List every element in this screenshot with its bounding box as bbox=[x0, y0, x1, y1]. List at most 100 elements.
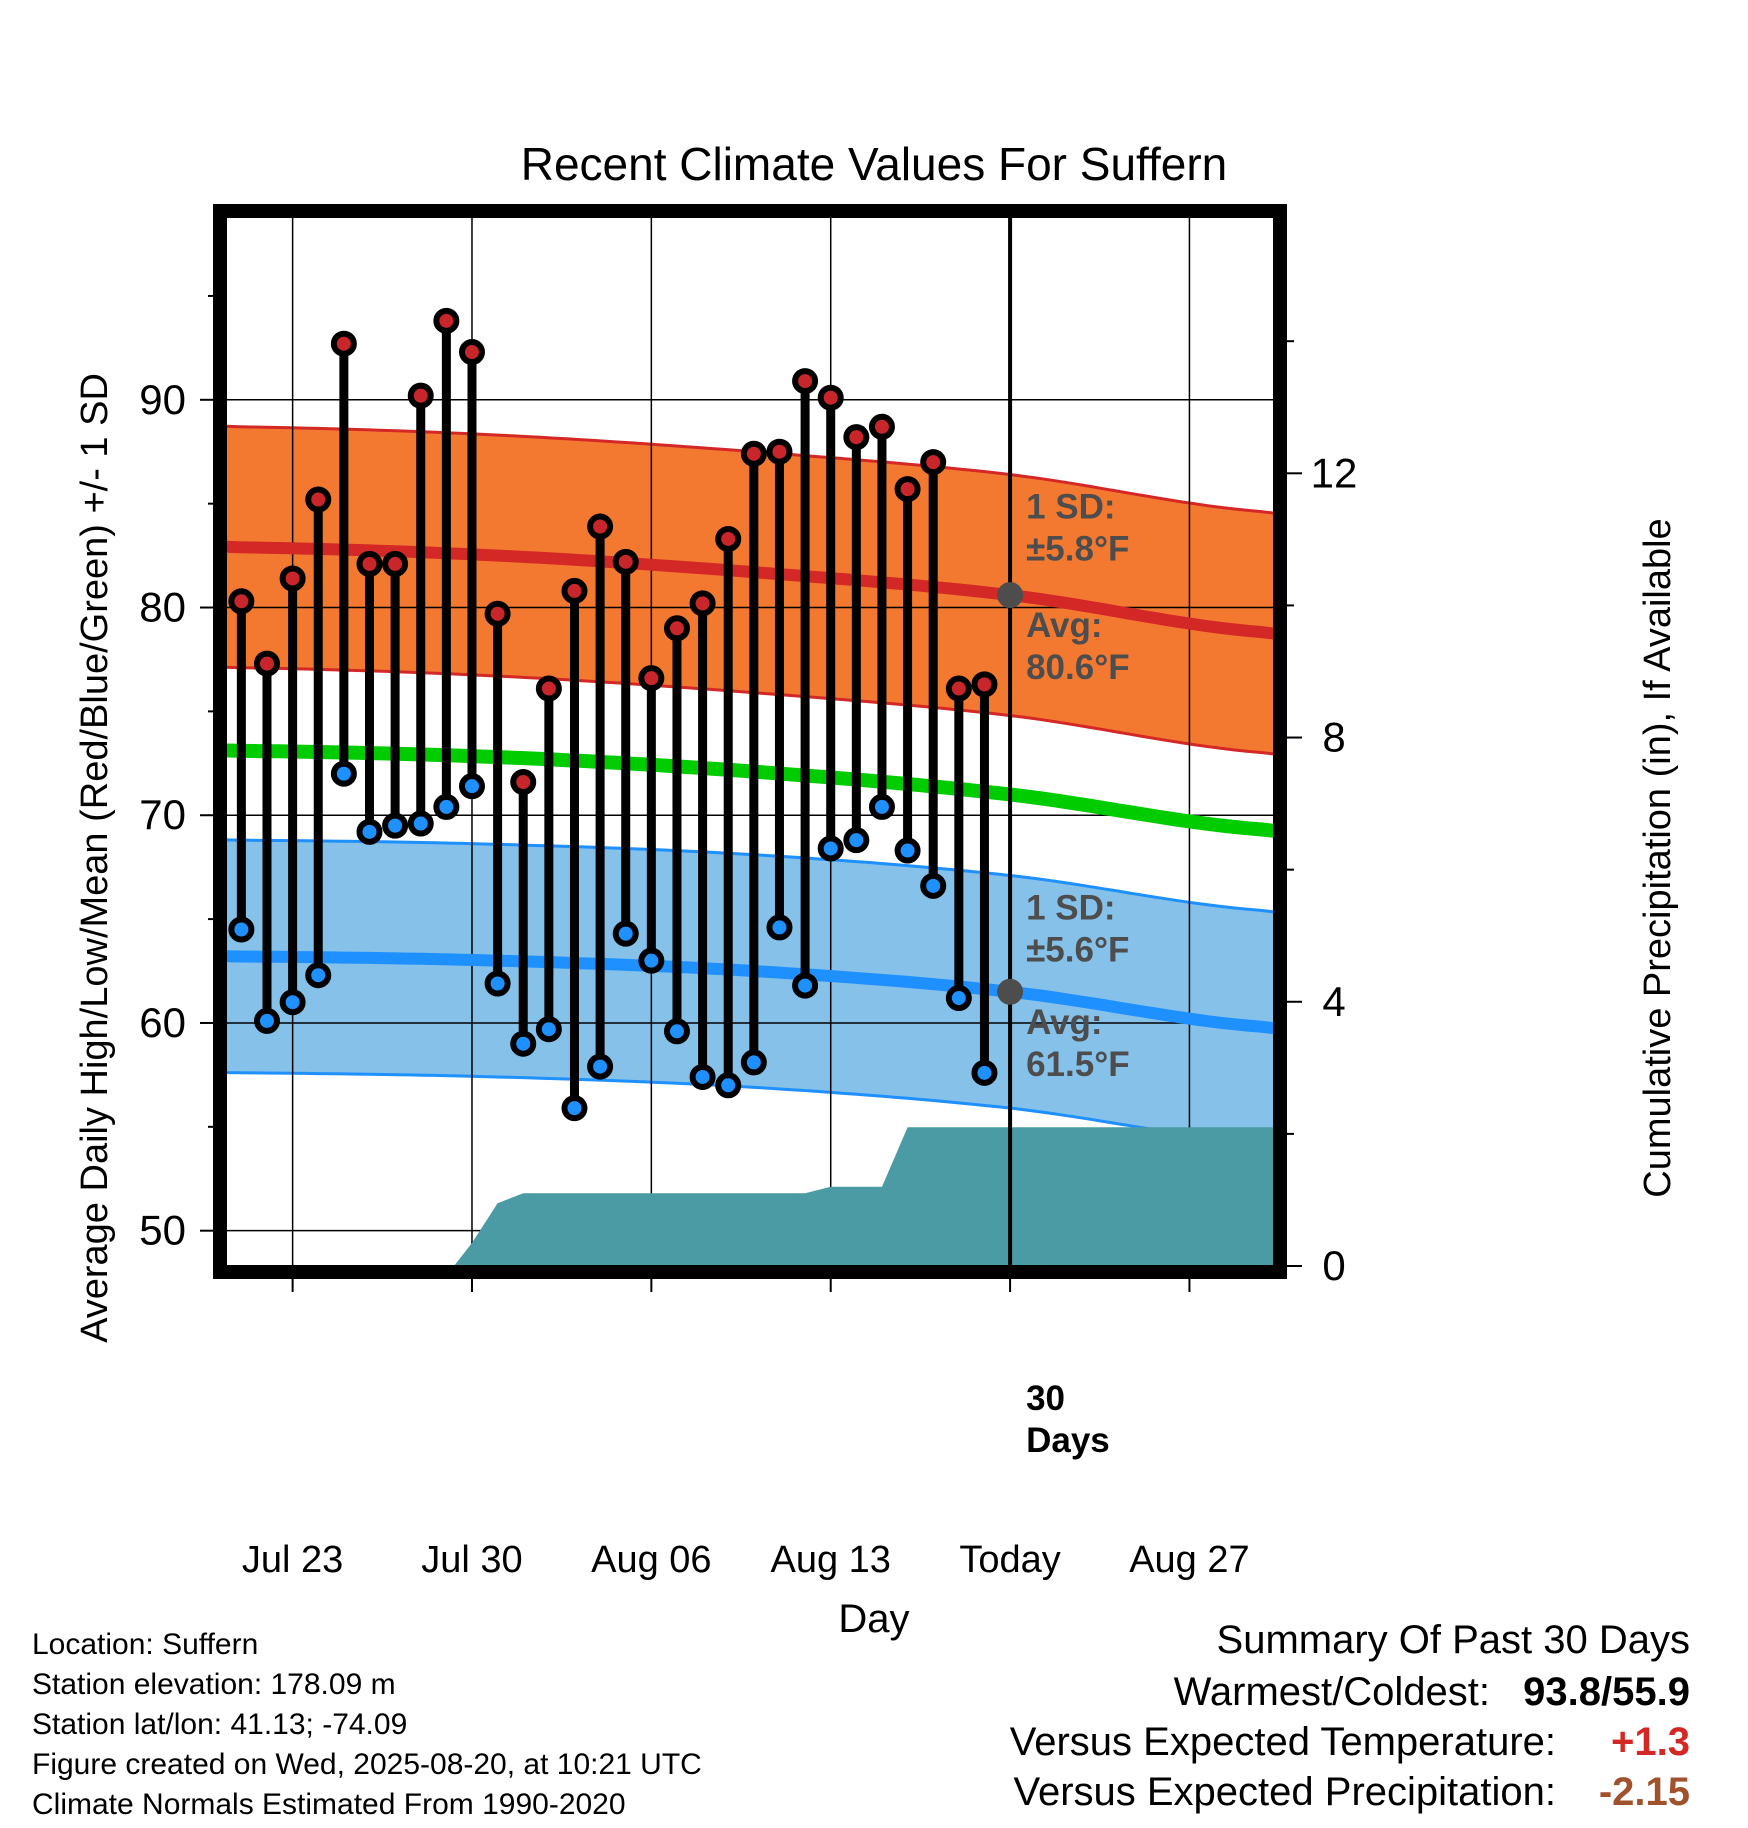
y-tick-label: 80 bbox=[139, 584, 186, 631]
high-sd-value: ±5.8°F bbox=[1026, 530, 1129, 569]
daily-low-point bbox=[817, 835, 844, 862]
low-avg-marker bbox=[997, 978, 1024, 1005]
summary-heading: Summary Of Past 30 Days bbox=[1216, 1618, 1690, 1662]
daily-high-point bbox=[458, 339, 485, 366]
daily-high-point bbox=[971, 671, 998, 698]
low-sd-lower-line bbox=[226, 1071, 1274, 1146]
daily-low-point bbox=[920, 872, 947, 899]
low-sd-label: 1 SD: bbox=[1026, 888, 1115, 927]
daily-high-point bbox=[663, 615, 690, 642]
daily-low-point bbox=[587, 1053, 614, 1080]
daily-low-point bbox=[612, 920, 639, 947]
y-tick-label: 90 bbox=[139, 376, 186, 423]
daily-low-point bbox=[843, 827, 870, 854]
daily-high-point bbox=[868, 413, 895, 440]
daily-high-point bbox=[279, 565, 306, 592]
x-tick-label: Aug 27 bbox=[1129, 1539, 1249, 1581]
daily-low-point bbox=[433, 793, 460, 820]
normals-text: Climate Normals Estimated From 1990-2020 bbox=[32, 1788, 626, 1821]
daily-low-point bbox=[407, 810, 434, 837]
daily-high-point bbox=[407, 382, 434, 409]
daily-high-point bbox=[305, 486, 332, 513]
daily-low-point bbox=[945, 985, 972, 1012]
location-text: Location: Suffern bbox=[32, 1628, 259, 1661]
daily-high-point bbox=[484, 600, 511, 627]
daily-low-point bbox=[663, 1018, 690, 1045]
x-tick-label: Aug 06 bbox=[591, 1539, 711, 1581]
daily-low-point bbox=[535, 1016, 562, 1043]
daily-high-point bbox=[535, 675, 562, 702]
daily-low-point bbox=[868, 793, 895, 820]
y2-tick-label: 0 bbox=[1322, 1242, 1345, 1289]
precip-diff-label: Versus Expected Precipitation: bbox=[1013, 1770, 1556, 1814]
high-avg-marker bbox=[997, 582, 1024, 609]
daily-high-point bbox=[561, 577, 588, 604]
daily-high-point bbox=[715, 525, 742, 552]
daily-low-point bbox=[253, 1007, 280, 1034]
x-tick-label: Jul 23 bbox=[242, 1539, 343, 1581]
daily-high-point bbox=[638, 665, 665, 692]
precip-area bbox=[241, 1127, 1274, 1266]
plot-area bbox=[226, 217, 1274, 1266]
y-tick-label: 60 bbox=[139, 999, 186, 1046]
daily-high-point bbox=[945, 675, 972, 702]
chart-title: Recent Climate Values For Suffern bbox=[521, 138, 1228, 190]
daily-high-point bbox=[433, 307, 460, 334]
days-label-2: Days bbox=[1026, 1421, 1110, 1460]
daily-low-point bbox=[305, 962, 332, 989]
daily-high-point bbox=[587, 513, 614, 540]
created-text: Figure created on Wed, 2025-08-20, at 10… bbox=[32, 1748, 702, 1781]
daily-high-point bbox=[689, 590, 716, 617]
days-label: 30 bbox=[1026, 1379, 1065, 1418]
station-info: Location: Suffern Station elevation: 178… bbox=[32, 1625, 702, 1825]
daily-high-point bbox=[612, 548, 639, 575]
daily-low-point bbox=[330, 760, 357, 787]
daily-low-point bbox=[740, 1049, 767, 1076]
daily-low-point bbox=[766, 914, 793, 941]
daily-low-point bbox=[792, 972, 819, 999]
daily-high-point bbox=[382, 550, 409, 577]
warm-cold-value: 93.8/55.9 bbox=[1523, 1670, 1690, 1714]
daily-low-point bbox=[382, 812, 409, 839]
daily-high-point bbox=[817, 384, 844, 411]
x-tick-label: Aug 13 bbox=[770, 1539, 890, 1581]
y2-axis-label: Cumulative Precipitation (in), If Availa… bbox=[1637, 518, 1679, 1197]
daily-low-point bbox=[638, 947, 665, 974]
daily-high-point bbox=[740, 440, 767, 467]
daily-high-point bbox=[228, 588, 255, 615]
daily-high-point bbox=[766, 438, 793, 465]
y-axis-label: Average Daily High/Low/Mean (Red/Blue/Gr… bbox=[74, 373, 116, 1343]
x-tick-label: Jul 30 bbox=[421, 1539, 522, 1581]
low-sd-value: ±5.6°F bbox=[1026, 930, 1129, 969]
y-tick-label: 50 bbox=[139, 1207, 186, 1254]
daily-high-point bbox=[894, 476, 921, 503]
daily-low-point bbox=[689, 1063, 716, 1090]
daily-low-point bbox=[971, 1059, 998, 1086]
x-axis-label: Day bbox=[838, 1597, 909, 1641]
daily-high-point bbox=[330, 330, 357, 357]
daily-low-point bbox=[510, 1030, 537, 1057]
low-avg-value: 61.5°F bbox=[1026, 1045, 1130, 1084]
high-avg-label: Avg: bbox=[1026, 606, 1102, 645]
y2-tick-label: 8 bbox=[1322, 714, 1345, 761]
y-tick-label: 70 bbox=[139, 791, 186, 838]
high-avg-value: 80.6°F bbox=[1026, 648, 1130, 687]
summary-panel: Summary Of Past 30 Days Warmest/Coldest:… bbox=[1010, 1618, 1690, 1820]
daily-high-point bbox=[356, 550, 383, 577]
high-sd-label: 1 SD: bbox=[1026, 488, 1115, 527]
daily-low-point bbox=[894, 837, 921, 864]
daily-low-point bbox=[715, 1072, 742, 1099]
low-avg-label: Avg: bbox=[1026, 1003, 1102, 1042]
warm-cold-label: Warmest/Coldest: bbox=[1173, 1670, 1490, 1714]
temp-diff-value: +1.3 bbox=[1611, 1720, 1690, 1764]
daily-high-point bbox=[843, 424, 870, 451]
x-tick-label: Today bbox=[959, 1539, 1060, 1581]
latlon-text: Station lat/lon: 41.13; -74.09 bbox=[32, 1708, 408, 1741]
y2-tick-label: 12 bbox=[1311, 449, 1358, 496]
precip-diff-value: -2.15 bbox=[1598, 1770, 1690, 1814]
daily-high-point bbox=[792, 368, 819, 395]
daily-low-point bbox=[279, 989, 306, 1016]
daily-low-point bbox=[484, 970, 511, 997]
daily-high-point bbox=[510, 769, 537, 796]
